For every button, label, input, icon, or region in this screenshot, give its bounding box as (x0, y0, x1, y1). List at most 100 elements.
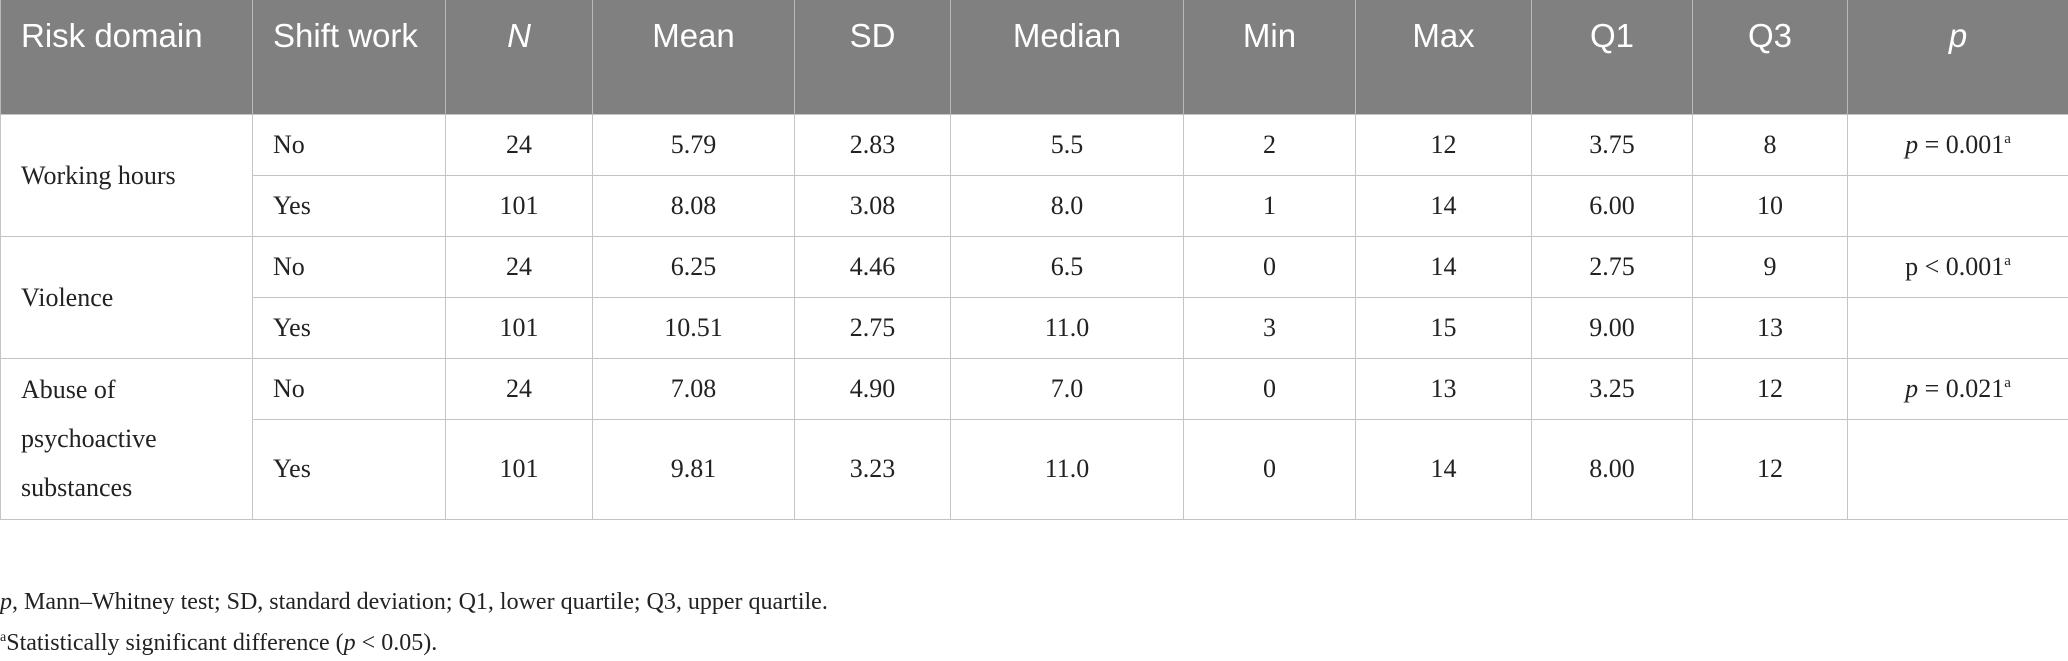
statistics-table: Risk domain Shift work N Mean SD Median … (0, 0, 2068, 520)
shift-work-cell: No (252, 235, 446, 298)
header-median: Median (950, 0, 1184, 114)
risk-domain-cell: Violence (0, 235, 253, 359)
n-cell: 101 (445, 418, 593, 520)
p-value-empty-cell (1847, 296, 2068, 359)
footnote-abbreviations: p, Mann–Whitney test; SD, standard devia… (0, 585, 828, 620)
header-risk-domain: Risk domain (0, 0, 253, 114)
table-header: Risk domain Shift work N Mean SD Median … (0, 0, 2068, 114)
footnote-significance: aStatistically significant difference (p… (0, 620, 828, 661)
table-row: Yes 101 8.08 3.08 8.0 1 14 6.00 10 (1, 174, 2068, 237)
table-row: Yes 101 10.51 2.75 11.0 3 15 9.00 13 (1, 296, 2068, 359)
footnote-significance-text: Statistically significant difference ( (6, 630, 344, 656)
mean-cell: 9.81 (592, 418, 795, 520)
max-cell: 14 (1355, 418, 1532, 520)
header-mean: Mean (592, 0, 795, 114)
n-cell: 101 (445, 174, 593, 237)
p-value-empty-cell (1847, 174, 2068, 237)
max-cell: 15 (1355, 296, 1532, 359)
q1-cell: 3.75 (1531, 113, 1693, 176)
sd-cell: 2.75 (794, 296, 951, 359)
p-symbol: p (1905, 373, 1919, 403)
header-p: p (1847, 0, 2068, 114)
min-cell: 0 (1183, 418, 1356, 520)
shift-work-cell: No (252, 357, 446, 420)
p-value-text: < 0.001 (1918, 251, 2005, 281)
min-cell: 2 (1183, 113, 1356, 176)
q3-cell: 13 (1692, 296, 1848, 359)
header-q3: Q3 (1692, 0, 1848, 114)
p-value-cell: p = 0.001a (1847, 113, 2068, 176)
sd-cell: 4.90 (794, 357, 951, 420)
header-min: Min (1183, 0, 1356, 114)
min-cell: 0 (1183, 357, 1356, 420)
shift-work-cell: Yes (252, 174, 446, 237)
max-cell: 14 (1355, 174, 1532, 237)
footnote-mark: a (2004, 374, 2011, 391)
p-symbol: p (1905, 129, 1919, 159)
q3-cell: 8 (1692, 113, 1848, 176)
header-n: N (445, 0, 593, 114)
table-row: Abuse of psychoactive substances No 24 7… (0, 357, 2068, 520)
mean-cell: 10.51 (592, 296, 795, 359)
mean-cell: 6.25 (592, 235, 795, 298)
table-row: Violence No 24 6.25 4.46 6.5 0 14 2.75 9… (0, 235, 2068, 359)
n-cell: 24 (445, 113, 593, 176)
shift-work-cell: Yes (252, 418, 446, 520)
footnote-significance-tail: < 0.05). (355, 630, 438, 656)
table-row: Yes 101 9.81 3.23 11.0 0 14 8.00 12 (1, 418, 2068, 520)
q1-cell: 8.00 (1531, 418, 1693, 520)
footnote-mark: a (2004, 130, 2011, 147)
n-cell: 101 (445, 296, 593, 359)
risk-domain-cell: Abuse of psychoactive substances (0, 357, 253, 520)
sd-cell: 2.83 (794, 113, 951, 176)
header-shift-work: Shift work (252, 0, 446, 114)
p-value-cell: p < 0.001a (1847, 235, 2068, 298)
table-footnotes: p, Mann–Whitney test; SD, standard devia… (0, 585, 828, 661)
q3-cell: 10 (1692, 174, 1848, 237)
n-cell: 24 (445, 235, 593, 298)
q3-cell: 9 (1692, 235, 1848, 298)
median-cell: 6.5 (950, 235, 1184, 298)
header-sd: SD (794, 0, 951, 114)
sd-cell: 3.23 (794, 418, 951, 520)
q1-cell: 3.25 (1531, 357, 1693, 420)
median-cell: 7.0 (950, 357, 1184, 420)
p-value-cell: p = 0.021a (1847, 357, 2068, 420)
max-cell: 12 (1355, 113, 1532, 176)
q3-cell: 12 (1692, 357, 1848, 420)
median-cell: 5.5 (950, 113, 1184, 176)
p-value-text: = 0.001 (1918, 129, 2005, 159)
shift-work-cell: Yes (252, 296, 446, 359)
footnote-mark: a (0, 630, 7, 645)
sd-cell: 3.08 (794, 174, 951, 237)
risk-domain-cell: Working hours (0, 113, 253, 237)
min-cell: 1 (1183, 174, 1356, 237)
min-cell: 3 (1183, 296, 1356, 359)
mean-cell: 7.08 (592, 357, 795, 420)
table-row: Working hours No 24 5.79 2.83 5.5 2 12 3… (0, 113, 2068, 237)
median-cell: 11.0 (950, 418, 1184, 520)
median-cell: 8.0 (950, 174, 1184, 237)
p-symbol: p (343, 630, 356, 656)
q3-cell: 12 (1692, 418, 1848, 520)
mean-cell: 5.79 (592, 113, 795, 176)
n-cell: 24 (445, 357, 593, 420)
sd-cell: 4.46 (794, 235, 951, 298)
p-symbol: p (1905, 251, 1919, 281)
q1-cell: 9.00 (1531, 296, 1693, 359)
q1-cell: 6.00 (1531, 174, 1693, 237)
header-max: Max (1355, 0, 1532, 114)
header-row: Risk domain Shift work N Mean SD Median … (0, 0, 2068, 114)
shift-work-cell: No (252, 113, 446, 176)
max-cell: 13 (1355, 357, 1532, 420)
p-value-empty-cell (1847, 418, 2068, 520)
max-cell: 14 (1355, 235, 1532, 298)
table-body: Working hours No 24 5.79 2.83 5.5 2 12 3… (0, 113, 2068, 520)
min-cell: 0 (1183, 235, 1356, 298)
median-cell: 11.0 (950, 296, 1184, 359)
header-q1: Q1 (1531, 0, 1693, 114)
footnote-mark: a (2004, 252, 2011, 269)
p-symbol: p (0, 589, 12, 615)
q1-cell: 2.75 (1531, 235, 1693, 298)
footnote-abbreviations-text: , Mann–Whitney test; SD, standard deviat… (12, 589, 828, 615)
